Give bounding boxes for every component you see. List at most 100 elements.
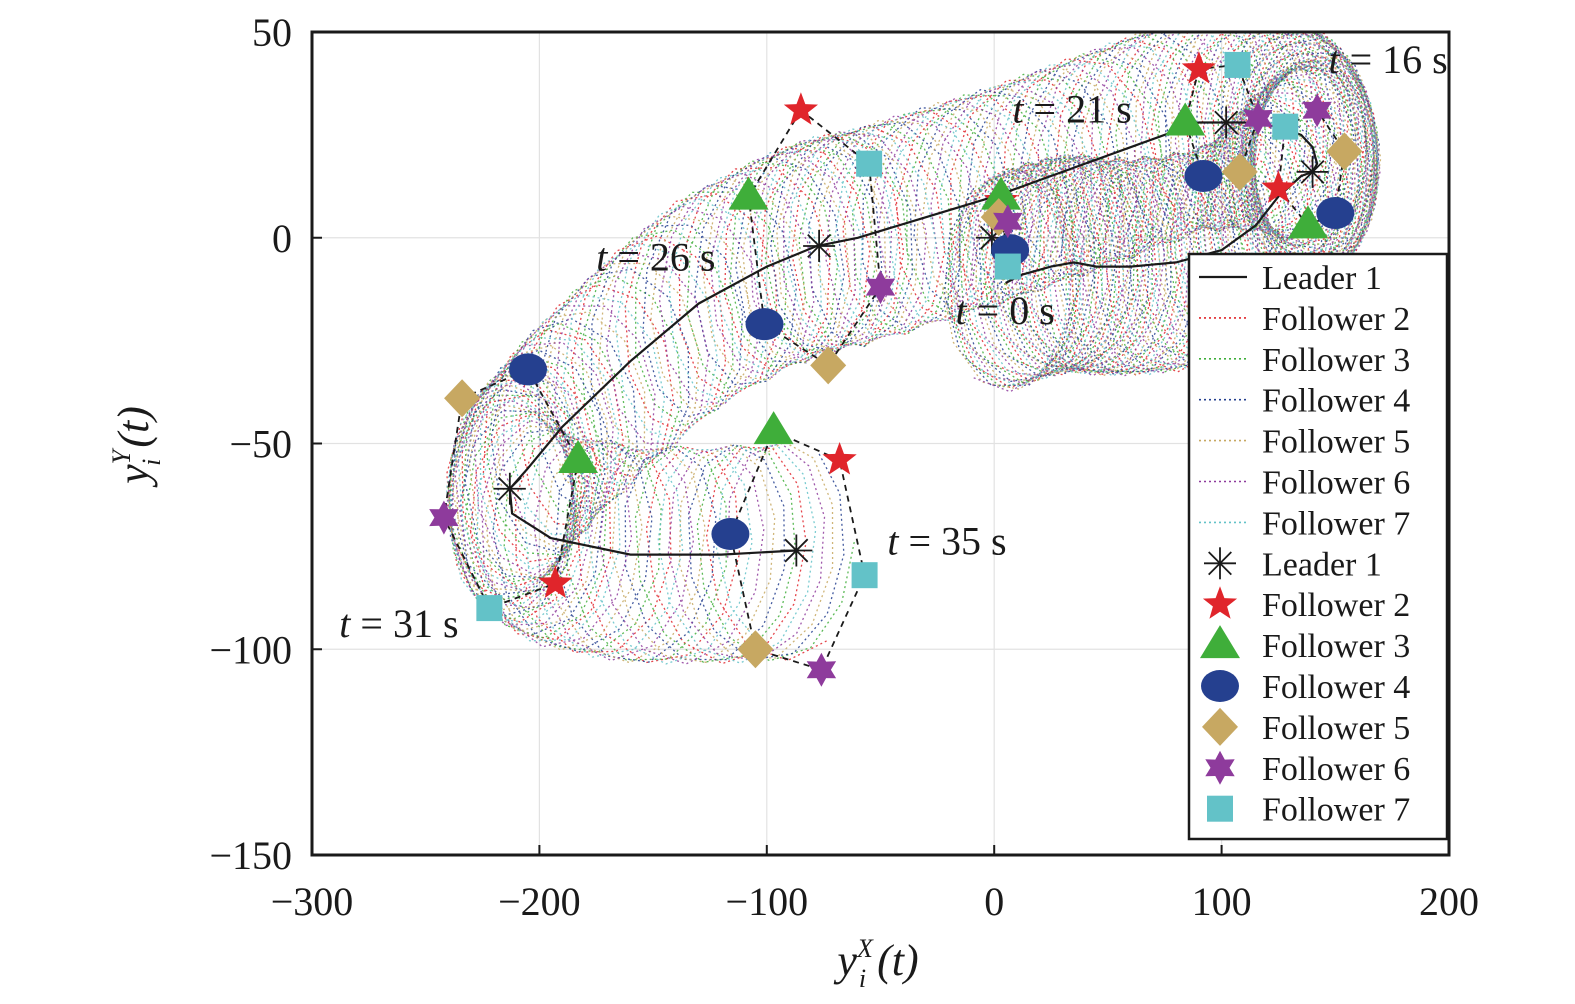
legend-entry: Follower 7: [1207, 792, 1410, 829]
agent-markers: [429, 51, 1363, 687]
y-tick-label: −100: [209, 627, 292, 672]
leader-marker: [493, 472, 526, 505]
legend-entry: Follower 6: [1199, 465, 1410, 502]
legend-label: Follower 6: [1262, 751, 1410, 788]
legend-label: Follower 5: [1262, 710, 1410, 747]
leader-marker: [1296, 155, 1329, 188]
axis-label-text: yX i (t): [833, 934, 918, 993]
leader-trajectory-line: [508, 121, 1319, 556]
follower-3-marker: [558, 439, 599, 473]
y-tick-label: 50: [252, 10, 292, 55]
legend-marker: [1202, 707, 1238, 746]
legend-label: Follower 4: [1262, 669, 1410, 706]
legend-marker: [1207, 795, 1233, 822]
follower-6-marker: [1302, 93, 1332, 128]
y-tick-label: −50: [229, 422, 292, 467]
legend-label: Follower 7: [1262, 792, 1410, 829]
follower-trajectory: [448, 32, 1380, 663]
y-tick-label: −150: [209, 833, 292, 878]
legend-label: Follower 5: [1262, 424, 1410, 461]
follower-3-marker: [981, 176, 1022, 210]
follower-6-marker: [806, 652, 837, 687]
follower-2-marker: [538, 565, 573, 598]
follower-3-marker: [728, 176, 769, 210]
time-annotation: t = 16 s: [1328, 37, 1447, 82]
x-tick-label: −200: [498, 879, 581, 924]
follower-2-marker: [783, 92, 818, 125]
legend-label: Follower 6: [1262, 465, 1410, 502]
follower-4-marker: [711, 518, 750, 551]
legend-label: Follower 7: [1262, 505, 1410, 542]
x-tick-label: −300: [271, 879, 354, 924]
follower-trajectory: [447, 32, 1382, 664]
x-tick-label: 200: [1419, 879, 1479, 924]
follower-6-marker: [993, 204, 1023, 239]
follower-4-marker: [745, 308, 784, 341]
legend-marker: [1204, 547, 1236, 580]
time-annotation: t = 0 s: [956, 288, 1055, 333]
follower-2-marker: [1261, 170, 1296, 203]
legend-marker: [1205, 750, 1235, 785]
legend-marker: [1202, 586, 1238, 619]
follower-3-marker: [753, 411, 794, 445]
follower-6-marker: [865, 270, 896, 305]
follower-5-marker: [1221, 152, 1258, 191]
follower-4-marker: [1316, 197, 1355, 230]
legend: Leader 1 Follower 2 Follower 3 Follower 4 Fo…: [1187, 252, 1449, 841]
follower-trajectory: [447, 32, 1379, 663]
legend-marker: [1201, 670, 1239, 702]
follower-2-marker: [1181, 51, 1216, 84]
legend-label: Leader 1: [1262, 260, 1382, 297]
follower-7-marker: [856, 150, 883, 177]
follower-3-marker: [1288, 205, 1329, 239]
legend-label: Follower 2: [1262, 301, 1410, 338]
axis-label-text: yYi (t): [107, 406, 166, 488]
legend-box: [1187, 252, 1449, 841]
leader-trajectory: [508, 121, 1319, 556]
leader-marker: [1210, 106, 1243, 139]
time-annotations: t = 16 s t = 21 s t = 26 s t = 0 s t = 31 s t…: [339, 37, 1447, 646]
follower-3-marker: [1165, 102, 1206, 136]
follower-5-marker: [810, 346, 847, 385]
legend-entry: Follower 2: [1202, 586, 1410, 624]
legend-entry: Follower 3: [1199, 342, 1410, 379]
legend-entry: Follower 7: [1199, 505, 1410, 542]
legend-entry: Follower 6: [1205, 750, 1410, 788]
follower-5-marker: [444, 379, 481, 418]
time-annotation: t = 35 s: [887, 519, 1006, 564]
legend-entry: Follower 5: [1202, 707, 1410, 747]
follower-5-marker: [1326, 132, 1363, 171]
follower-4-marker: [509, 353, 548, 386]
x-tick-label: −100: [726, 879, 809, 924]
legend-entry: Follower 3: [1200, 625, 1410, 665]
follower-7-marker: [1272, 113, 1299, 140]
legend-label: Follower 3: [1262, 342, 1410, 379]
follower-4-marker: [1184, 160, 1223, 193]
legend-entry: Follower 4: [1201, 669, 1410, 706]
follower-7-marker: [476, 595, 503, 622]
leader-marker: [780, 534, 813, 567]
follower-2-marker: [822, 442, 857, 475]
legend-entry: Follower 5: [1199, 424, 1410, 461]
legend-entry: Leader 1: [1199, 260, 1382, 297]
legend-label: Follower 2: [1262, 587, 1410, 624]
follower-5-marker: [737, 630, 774, 669]
follower-7-marker: [1224, 51, 1251, 78]
x-tick-label: 100: [1192, 879, 1252, 924]
axis-ticks: −300 −200 −100 0 100 200 −150 −100 −50 0 50: [209, 10, 1479, 924]
follower-7-marker: [851, 562, 878, 589]
x-tick-label: 0: [984, 879, 1004, 924]
legend-entry: Follower 4: [1199, 383, 1410, 420]
y-tick-label: 0: [272, 216, 292, 261]
x-axis-label: yX i (t): [833, 934, 918, 993]
legend-label: Follower 3: [1262, 628, 1410, 665]
legend-marker: [1200, 625, 1240, 659]
legend-label: Follower 4: [1262, 383, 1410, 420]
legend-entry: Follower 2: [1199, 301, 1410, 338]
legend-entry: Leader 1: [1204, 546, 1382, 583]
time-annotation: t = 31 s: [339, 601, 458, 646]
follower-6-marker: [1243, 101, 1273, 136]
time-annotation: t = 21 s: [1012, 87, 1131, 132]
y-axis-label: yYi (t): [107, 406, 166, 488]
